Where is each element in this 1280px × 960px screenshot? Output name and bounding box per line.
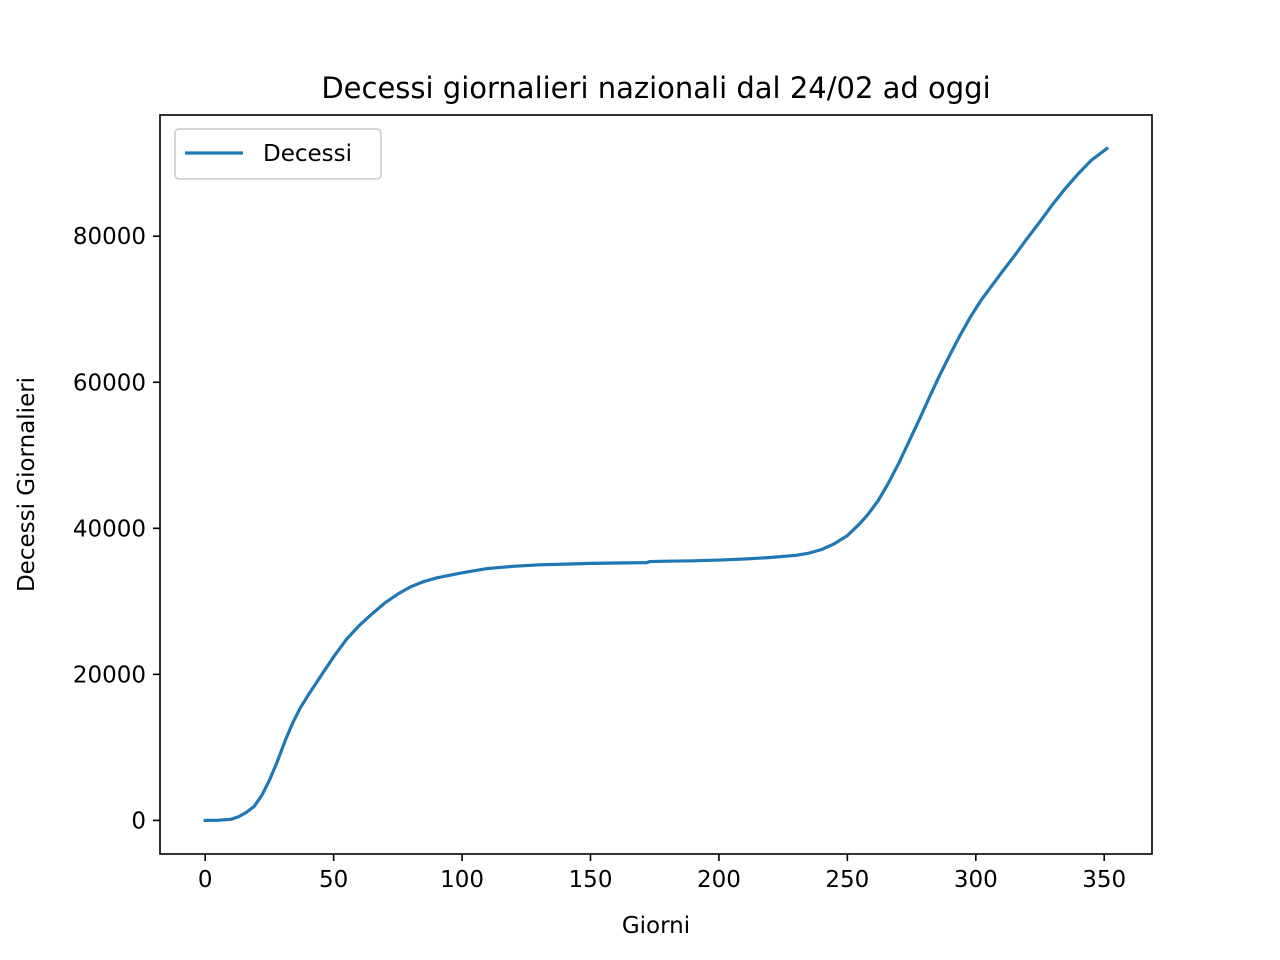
y-tick-label: 80000 [73,224,146,250]
y-tick-label: 40000 [73,516,146,542]
axes: 0 50 100 150 200 250 300 350 0 20000 40000 60000 800… [73,114,1153,893]
x-tick-label: 300 [954,867,998,893]
y-tick-label: 20000 [73,662,146,688]
x-tick-label: 200 [697,867,741,893]
chart-title: Decessi giornalieri nazionali dal 24/02 … [321,71,990,105]
x-tick-label: 50 [319,867,348,893]
legend-label: Decessi [263,141,352,167]
x-tick-label: 250 [825,867,869,893]
series-line-decessi [203,146,1110,823]
y-tick-label: 0 [131,808,146,834]
x-axis-label: Giorni [622,913,690,939]
x-tick-label: 150 [569,867,613,893]
x-tick-label: 0 [198,867,213,893]
x-tick-label: 350 [1082,867,1126,893]
axes-frame [159,114,1153,855]
x-tick-label: 100 [440,867,484,893]
legend: Decessi [174,128,382,180]
legend-box [174,128,382,180]
plot-area [203,146,1110,823]
y-axis-label: Decessi Giornalieri [14,377,40,592]
y-tick-label: 60000 [73,370,146,396]
